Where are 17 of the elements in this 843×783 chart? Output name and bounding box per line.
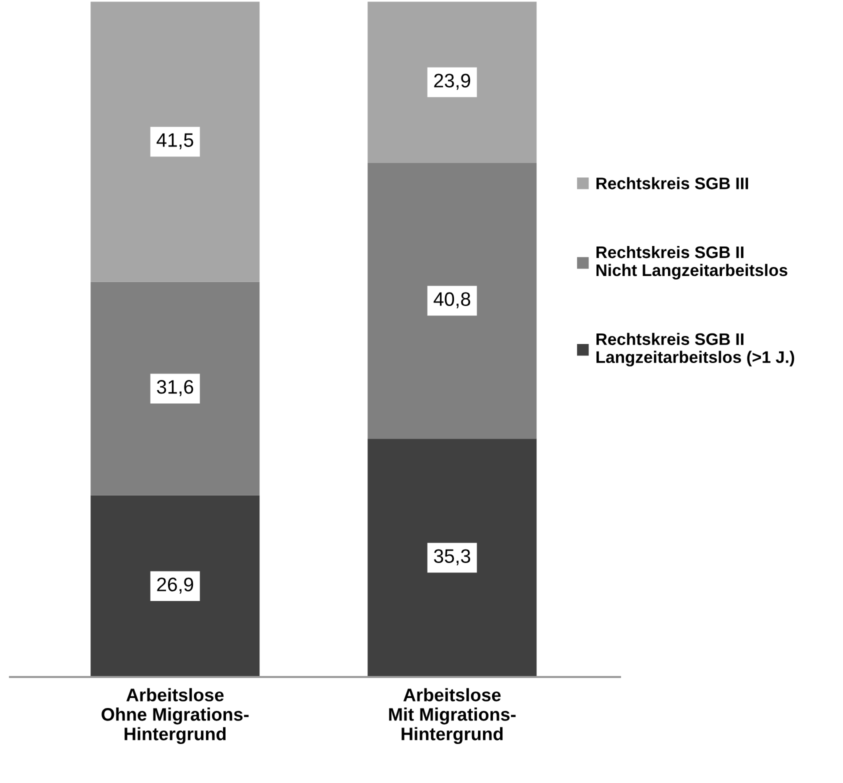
- bar: [368, 162, 537, 439]
- bar: [90, 495, 260, 677]
- bar: [368, 2, 537, 163]
- legend-label: Rechtskreis SGB II Langzeitarbeitslos (>1 J.): [596, 332, 794, 366]
- bar: [90, 2, 260, 282]
- legend-label: Rechtskreis SGB III: [596, 177, 748, 190]
- bar: [90, 282, 260, 496]
- data-label: 35,3: [434, 549, 470, 566]
- data-label: 26,9: [157, 578, 194, 594]
- bar: [368, 438, 537, 677]
- data-label: 41,5: [156, 133, 194, 150]
- data-label: 23,9: [434, 74, 470, 90]
- x-tick-label: Arbeitslose Mit Migrations- Hintergrund: [389, 688, 516, 744]
- data-label: 31,6: [156, 380, 194, 396]
- x-tick-label: Arbeitslose Ohne Migrations- Hintergrund: [102, 688, 249, 744]
- data-label: 40,8: [434, 292, 470, 308]
- legend-label: Rechtskreis SGB II Nicht Langzeitarbeitslos: [596, 246, 788, 280]
